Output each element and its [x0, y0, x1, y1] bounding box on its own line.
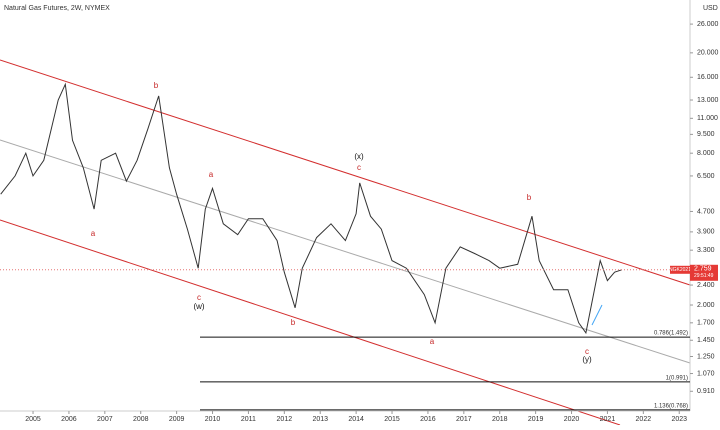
x-tick-label: 2017 [456, 416, 472, 423]
x-tick-label: 2009 [169, 416, 185, 423]
price-line [0, 82, 622, 335]
x-tick-label: 2016 [420, 416, 436, 423]
x-tick-label: 2021 [600, 416, 616, 423]
y-tick-label: 26.000 [697, 21, 719, 28]
x-tick-label: 2023 [671, 416, 687, 423]
x-tick-label: 2022 [636, 416, 652, 423]
wave-label: b [154, 81, 159, 90]
symbol-name: NGK2021 [669, 267, 691, 273]
y-tick-label: 3.900 [697, 229, 715, 236]
wave-label: (w) [193, 302, 204, 311]
x-tick-label: 2010 [205, 416, 221, 423]
trend-stroke [591, 304, 603, 326]
y-tick-label: 2.000 [697, 302, 715, 309]
x-tick-label: 2012 [277, 416, 293, 423]
y-tick-label: 1.450 [697, 337, 715, 344]
y-tick-label: 6.500 [697, 173, 715, 180]
y-tick-label: 0.910 [697, 388, 715, 395]
y-tick-label: 1.070 [697, 370, 715, 377]
channel-mid [0, 139, 691, 364]
y-tick-label: 1.700 [697, 320, 715, 327]
x-tick-label: 2015 [384, 416, 400, 423]
wave-label: a [209, 170, 214, 179]
wave-label: (x) [354, 152, 364, 161]
wave-label: a [430, 337, 435, 346]
countdown: 29:51:49 [694, 273, 714, 279]
unit-label: USD [703, 5, 718, 12]
y-tick-label: 4.700 [697, 208, 715, 215]
x-tick-label: 2020 [564, 416, 580, 423]
symbol-tag [670, 265, 690, 274]
y-tick-label: 1.250 [697, 353, 715, 360]
y-tick-label: 13.000 [697, 97, 719, 104]
y-tick-label: 16.000 [697, 74, 719, 81]
wave-label: c [197, 293, 201, 302]
wave-label: b [291, 318, 296, 327]
wave-label: c [357, 163, 361, 172]
chart-title: Natural Gas Futures, 2W, NYMEX [4, 5, 110, 12]
y-tick-label: 20.000 [697, 50, 719, 57]
channel-lower [0, 219, 621, 426]
x-tick-label: 2013 [312, 416, 328, 423]
x-tick-label: 2019 [528, 416, 544, 423]
x-tick-label: 2008 [133, 416, 149, 423]
y-tick-label: 2.400 [697, 282, 715, 289]
wave-label: (y) [582, 355, 592, 364]
wave-label: a [91, 229, 96, 238]
fib-label: 0.786(1.492) [654, 331, 688, 337]
plot-area [0, 0, 690, 411]
wave-label: b [527, 193, 532, 202]
x-tick-label: 2006 [61, 416, 77, 423]
y-tick-label: 3.300 [697, 247, 715, 254]
y-tick-label: 11.000 [697, 115, 718, 122]
x-tick-label: 2011 [241, 416, 256, 423]
wave-label: c [585, 347, 589, 356]
fib-label: 1.136(0.768) [654, 403, 688, 409]
y-tick-label: 9.500 [697, 131, 715, 138]
x-tick-label: 2007 [97, 416, 113, 423]
fib-label: 1(0.991) [666, 376, 688, 382]
price-tag [690, 264, 718, 281]
x-tick-label: 2018 [492, 416, 508, 423]
x-tick-label: 2005 [25, 416, 41, 423]
y-tick-label: 8.000 [697, 150, 715, 157]
price-tag-label: 2.759 [694, 266, 712, 273]
x-tick-label: 2014 [348, 416, 364, 423]
channel-upper [0, 59, 691, 286]
